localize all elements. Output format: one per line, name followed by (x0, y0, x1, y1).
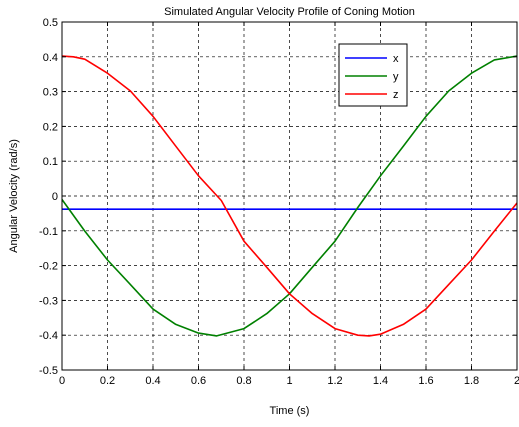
chart-title: Simulated Angular Velocity Profile of Co… (164, 6, 415, 18)
series-layer (61, 55, 518, 337)
legend-label-z: z (393, 89, 399, 101)
y-tick-label: -0.4 (39, 330, 58, 342)
x-tick-label: 1.8 (464, 375, 479, 387)
series-line-z (61, 55, 518, 337)
y-tick-label: 0.3 (43, 87, 58, 99)
y-axis-label: Angular Velocity (rad/s) (8, 139, 20, 253)
y-tick-label: 0.2 (43, 121, 58, 133)
x-axis-label: Time (s) (270, 405, 310, 417)
y-tick-label: -0.2 (39, 261, 58, 273)
y-tick-label: 0.1 (43, 156, 58, 168)
x-tick-label: 1 (286, 375, 292, 387)
legend: xyz (338, 43, 408, 107)
legend-label-y: y (393, 71, 399, 83)
legend-box (338, 43, 408, 107)
legend-label-x: x (393, 53, 399, 65)
y-tick-label: -0.3 (39, 295, 58, 307)
x-tick-label: 2 (514, 375, 519, 387)
x-tick-label: 1.6 (418, 375, 433, 387)
y-tick-label: 0.5 (43, 17, 58, 29)
grid (62, 22, 517, 370)
x-tick-label: 0.6 (191, 375, 206, 387)
axis-ticks: 0 0.2 0.4 0.6 0.8 1 1.2 1.4 1.6 1.8 2 -0.5 -0.4 -0.3 -… (39, 17, 519, 387)
x-tick-label: 1.2 (327, 375, 342, 387)
x-tick-label: 0 (59, 375, 65, 387)
x-tick-label: 1.4 (373, 375, 388, 387)
y-tick-label: -0.5 (39, 365, 58, 377)
x-tick-label: 0.2 (100, 375, 115, 387)
y-tick-label: -0.1 (39, 226, 58, 238)
y-tick-label: 0.4 (43, 52, 58, 64)
x-tick-label: 0.4 (145, 375, 160, 387)
y-tick-label: 0 (52, 191, 58, 203)
x-tick-label: 0.8 (236, 375, 251, 387)
